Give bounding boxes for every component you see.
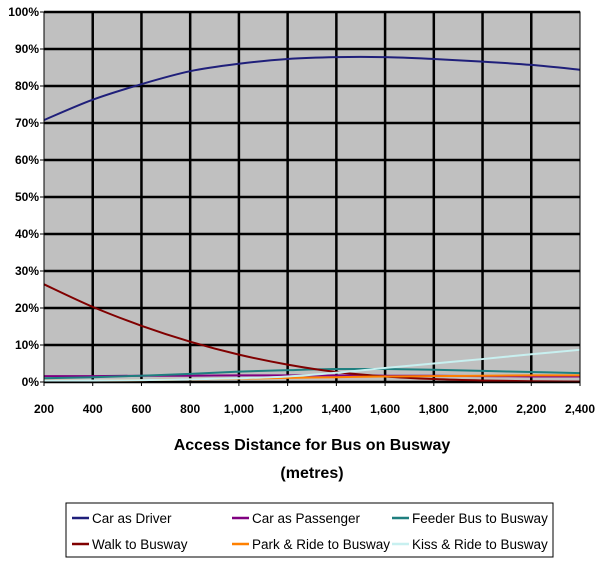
x-tick-label: 200 [34,402,54,416]
legend-label-walk-to-busway: Walk to Busway [92,537,188,552]
x-tick-label: 2,400 [565,402,595,416]
x-tick-label: 2,200 [516,402,546,416]
x-axis-unit: (metres) [280,465,343,482]
series-line-walk-to-busway [43,283,581,383]
x-axis: 200 400 600 800 1,000 1,200 1,400 1,600 1,800 2,0… [34,382,595,416]
x-tick-label: 1,400 [321,402,351,416]
y-tick-label: 90% [15,42,39,56]
legend-label-kiss-ride-to-busway: Kiss & Ride to Busway [412,537,548,552]
series-line-car-as-driver [43,55,581,121]
x-tick-label: 1,200 [273,402,303,416]
legend-label-feeder-bus-to-busway: Feeder Bus to Busway [412,511,548,526]
x-tick-label: 800 [180,402,200,416]
y-tick-label: 30% [15,264,39,278]
y-tick-label: 70% [15,116,39,130]
y-tick-label: 10% [15,338,39,352]
legend: Car as Driver Car as Passenger Feeder Bus … [72,511,548,552]
x-axis-title: Access Distance for Bus on Busway [174,437,451,454]
legend-label-car-as-passenger: Car as Passenger [252,511,361,526]
y-tick-label: 0% [22,375,40,389]
x-tick-label: 400 [83,402,103,416]
y-tick-label: 40% [15,227,39,241]
series-lines [43,55,581,383]
legend-box [65,502,554,558]
x-tick-label: 600 [131,402,151,416]
y-tick-label: 80% [15,79,39,93]
y-tick-label: 100% [8,5,39,19]
y-tick-label: 50% [15,190,39,204]
y-axis: 0% 10% 20% 30% 40% 50% 60% 70% 80% 90% 100% [8,5,44,389]
legend-label-car-as-driver: Car as Driver [92,511,172,526]
x-tick-label: 1,000 [224,402,254,416]
y-tick-label: 20% [15,301,39,315]
y-tick-label: 60% [15,153,39,167]
x-tick-label: 2,000 [468,402,498,416]
series-line-kiss-ride-to-busway [43,348,581,382]
x-tick-label: 1,600 [370,402,400,416]
x-tick-label: 1,800 [419,402,449,416]
legend-label-park-ride-to-busway: Park & Ride to Busway [252,537,390,552]
